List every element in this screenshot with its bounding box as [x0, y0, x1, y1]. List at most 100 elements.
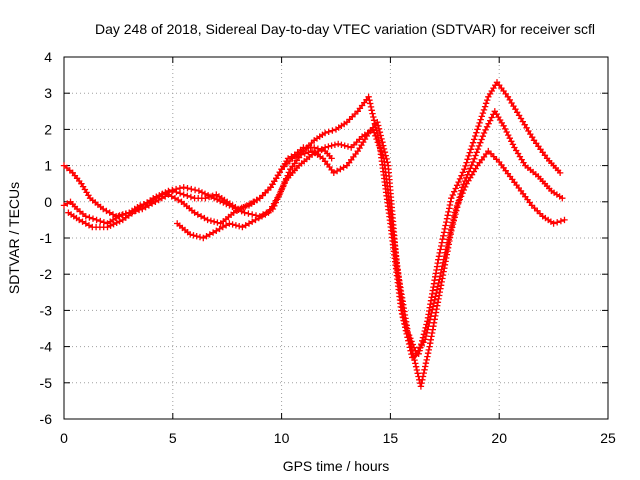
data-point — [438, 239, 446, 246]
data-point — [367, 103, 375, 111]
data-point — [276, 191, 283, 198]
data-point — [408, 338, 415, 345]
data-point — [217, 197, 224, 205]
data-point — [437, 269, 445, 277]
data-point — [380, 142, 387, 149]
data-point — [452, 205, 459, 213]
data-point — [446, 232, 453, 240]
data-point — [278, 185, 286, 192]
data-point — [379, 139, 386, 146]
data-point — [85, 222, 93, 229]
series-trace-4 — [174, 119, 568, 357]
data-point — [89, 215, 97, 222]
data-point — [321, 144, 329, 151]
data-point — [242, 222, 249, 229]
data-point — [446, 201, 454, 209]
data-point — [459, 190, 466, 197]
data-point — [467, 146, 475, 153]
data-point — [333, 167, 341, 175]
data-point — [468, 161, 475, 169]
data-point — [447, 229, 454, 236]
data-point — [420, 369, 427, 377]
data-point — [460, 186, 467, 194]
data-point — [152, 198, 159, 205]
data-point — [462, 183, 469, 191]
data-point — [187, 231, 194, 238]
data-point — [239, 223, 246, 231]
data-point — [465, 152, 472, 160]
data-point — [452, 185, 459, 192]
data-point — [79, 218, 86, 225]
data-point — [433, 286, 441, 293]
data-point — [365, 93, 372, 100]
data-point — [550, 220, 557, 227]
data-point — [219, 223, 226, 231]
y-tick-label: 1 — [44, 158, 52, 174]
data-point — [458, 172, 465, 179]
data-point — [119, 211, 126, 218]
data-point — [468, 142, 476, 150]
data-point — [451, 209, 459, 216]
data-point — [214, 219, 221, 226]
data-point — [375, 125, 383, 132]
data-point — [433, 289, 440, 297]
data-point — [315, 147, 322, 155]
data-point — [442, 249, 449, 256]
data-point — [437, 246, 444, 253]
data-point — [368, 107, 375, 114]
data-point — [249, 218, 256, 225]
x-tick-labels: 0 5 10 15 20 25 — [60, 430, 616, 446]
data-point — [203, 233, 210, 240]
data-point — [168, 193, 175, 200]
data-point — [188, 185, 195, 193]
data-point — [435, 279, 442, 287]
data-point — [436, 276, 443, 283]
data-point — [331, 141, 339, 148]
data-point — [434, 302, 441, 309]
data-point — [175, 196, 182, 204]
data-point — [153, 193, 160, 200]
data-point — [450, 212, 458, 219]
data-point — [103, 207, 110, 215]
data-point — [116, 218, 123, 225]
data-point — [472, 152, 479, 159]
data-point — [480, 106, 488, 114]
data-point — [438, 266, 445, 273]
data-point — [443, 215, 451, 222]
data-point — [210, 195, 218, 202]
y-tick-label: -3 — [40, 302, 53, 318]
data-point — [456, 196, 463, 203]
data-point — [422, 336, 429, 343]
data-point — [204, 192, 212, 199]
data-point — [86, 214, 93, 221]
data-point — [466, 149, 473, 156]
data-point — [443, 242, 451, 250]
data-point — [382, 152, 389, 159]
data-point — [381, 149, 389, 156]
data-point — [236, 223, 243, 230]
plot-frame — [63, 56, 609, 420]
data-point — [223, 200, 230, 208]
data-point — [204, 216, 211, 224]
data-point — [378, 135, 385, 143]
data-point — [471, 136, 478, 143]
data-point — [249, 211, 256, 218]
data-point — [425, 346, 432, 354]
data-point — [440, 232, 447, 239]
y-axis-label: SDTVAR / TECUs — [6, 182, 22, 294]
data-point — [426, 316, 434, 323]
data-point — [429, 306, 436, 313]
data-point — [407, 335, 414, 342]
data-point — [305, 149, 312, 156]
data-point — [477, 116, 484, 123]
data-point — [180, 191, 187, 198]
data-point — [207, 217, 215, 224]
data-point — [384, 159, 391, 166]
data-point — [419, 373, 427, 380]
data-point — [449, 219, 456, 226]
data-point — [325, 128, 332, 135]
data-point — [252, 216, 259, 224]
data-point — [380, 145, 388, 153]
data-point — [469, 139, 477, 146]
